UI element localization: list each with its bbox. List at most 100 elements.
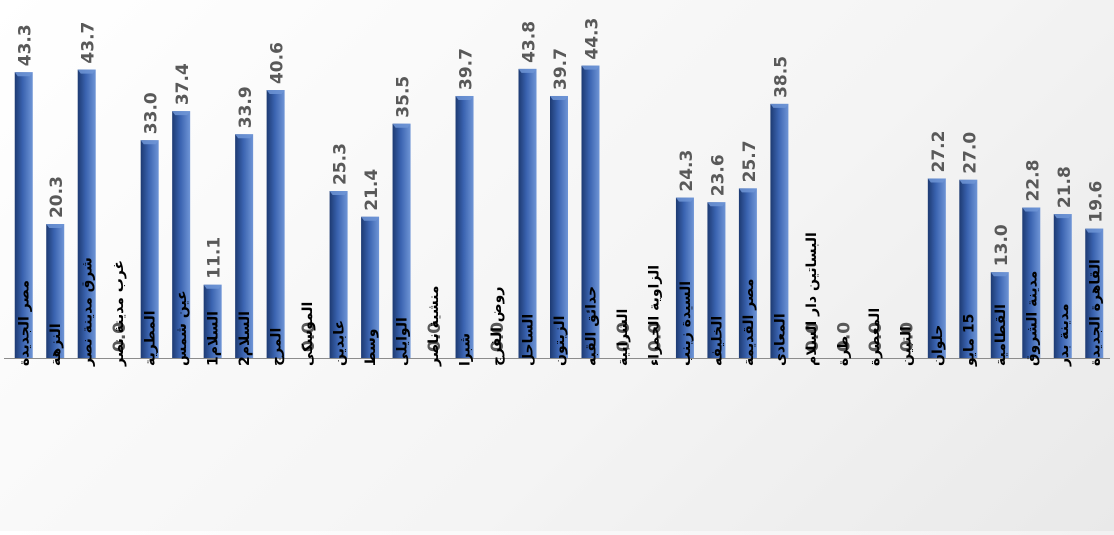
category-tick-label: حدائق القبه [583,286,599,366]
category-tick-label: السيدة زينب [678,281,694,366]
data-label: 21.8 [1055,166,1075,208]
data-label: 0.0 [834,322,854,352]
bar-top-bevel [172,111,191,116]
bar-top-bevel [203,284,222,289]
category-tick-label: مدينة الشروق [1024,271,1040,366]
bar [990,272,1009,358]
bar-top-bevel [990,272,1009,277]
bar [77,69,96,358]
bar-top-bevel [455,95,474,100]
data-label: 0.0 [645,322,665,352]
category-tick-label: المعادى [772,313,788,366]
bar-top-bevel [1085,228,1104,233]
data-label: 22.8 [1023,160,1043,202]
bar-top-bevel [959,179,978,184]
data-label: 35.5 [394,76,414,118]
bar-top-bevel [675,197,694,202]
bar [927,178,946,358]
bar [550,95,568,358]
bar [140,140,159,358]
bar-top-bevel [46,224,65,229]
bar [203,284,222,358]
bar [172,111,191,358]
value-labels-layer: 43.3 20.3 43.7 0.0 33.0 37.4 11.1 33.9 40.6 0.0 25… [16,18,1107,352]
bar [581,65,600,359]
data-label: 11.1 [205,237,225,279]
data-label: 27.2 [929,131,949,173]
bar-top-bevel [77,69,96,74]
data-label: 44.3 [582,18,602,60]
category-tick-label: السلام2 [237,311,253,366]
bar [235,134,254,358]
data-label: 43.3 [16,24,36,66]
bars-layer [14,65,1104,359]
category-tick-label: غرب مدينة نصر [111,260,127,367]
category-tick-label: القطامية [993,304,1009,366]
category-tick-label: الخليفه [709,316,725,366]
data-label: 38.5 [771,56,791,98]
bar [1022,207,1041,358]
category-tick-label: وسط [363,329,379,366]
data-label: 0.0 [488,322,508,352]
category-tick-label: المرج [269,328,285,366]
category-labels-layer: مصر الجديدة النزهة شرق مدينة نصر غرب مدينة … [17,232,1104,367]
data-label: 39.7 [457,48,477,90]
data-label: 37.4 [173,63,193,105]
bar [329,191,348,358]
bar [738,188,757,358]
category-tick-label: حلوان [930,325,946,366]
data-label: 40.6 [268,42,288,84]
category-tick-label: شبرا [458,333,474,366]
data-label: 19.6 [1086,181,1106,223]
bar [14,72,33,358]
bar-top-bevel [550,95,568,100]
category-tick-label: المعصرة [867,308,883,366]
category-tick-label: المطرية [143,310,159,366]
bar-top-bevel [770,103,789,108]
category-tick-label: النزهة [48,323,64,366]
bar-top-bevel [140,140,159,145]
bar-top-bevel [1022,207,1041,212]
data-label: 0.0 [425,322,445,352]
category-tick-label: الموسكى [300,302,316,366]
bar [675,197,694,358]
data-label: 0.0 [299,322,319,352]
data-label: 33.9 [236,86,256,128]
bar [1085,228,1104,358]
data-label: 25.3 [331,143,351,185]
category-tick-label: الوايلى [395,317,411,366]
bar-top-bevel [518,68,537,73]
category-tick-label: عابدين [332,320,348,366]
category-tick-label: الشرابية [615,309,631,366]
bar [455,95,474,358]
bar [959,179,978,358]
data-label: 0.0 [803,322,823,352]
data-label: 0.0 [110,322,130,352]
bar-top-bevel [266,90,285,95]
category-tick-label: الساحل [521,314,537,366]
category-tick-label: مصر الجديدة [17,280,33,366]
bar [518,68,537,359]
bar [361,216,380,358]
data-label: 13.0 [992,224,1012,266]
data-label: 20.3 [47,176,67,218]
data-label: 0.0 [897,322,917,352]
data-label: 0.0 [866,322,886,352]
data-label: 39.7 [551,48,571,90]
category-tick-label: منشية ناصر [426,286,442,367]
data-label: 24.3 [677,150,697,192]
category-tick-label: طرة [835,336,851,366]
bar-top-bevel [738,188,757,193]
category-tick-label: التبين [898,326,914,366]
category-tick-label: السلام1 [206,311,222,366]
data-label: 23.6 [708,154,728,196]
bar-top-bevel [927,178,946,183]
bar-top-bevel [581,65,600,70]
bar [707,202,726,358]
category-tick-label: مصر القديمة [741,279,757,366]
data-label: 43.7 [79,22,99,64]
data-label: 33.0 [142,92,162,134]
bar-top-bevel [392,123,411,128]
